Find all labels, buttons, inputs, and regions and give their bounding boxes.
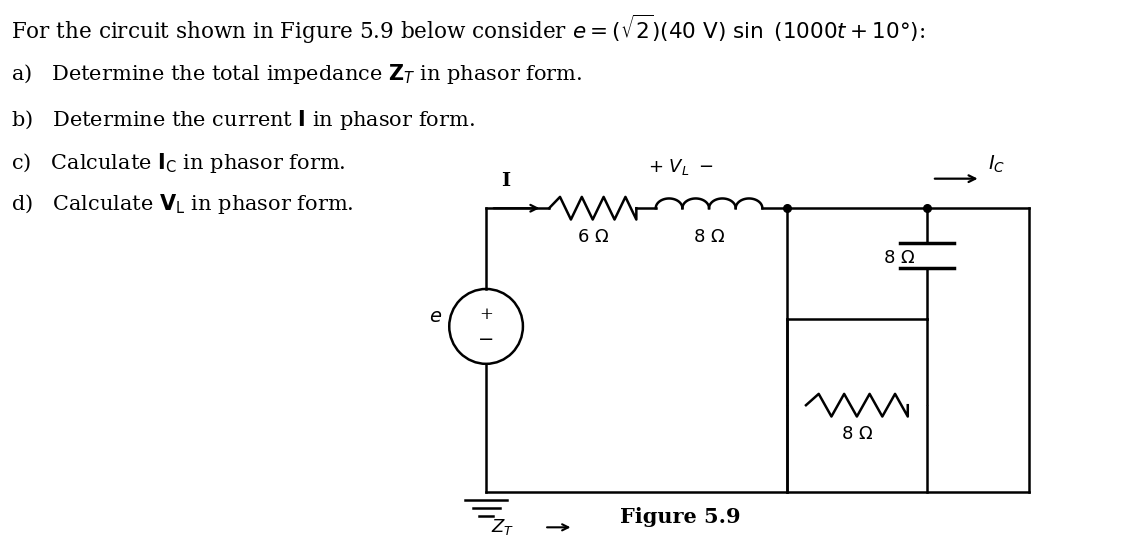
Text: $8\ \Omega$: $8\ \Omega$ xyxy=(883,249,915,267)
Text: $I_C$: $I_C$ xyxy=(988,153,1006,175)
Text: $8\ \Omega$: $8\ \Omega$ xyxy=(693,228,726,246)
Text: d)   Calculate $\mathbf{V}_\mathrm{L}$ in phasor form.: d) Calculate $\mathbf{V}_\mathrm{L}$ in … xyxy=(11,192,354,217)
Text: a)   Determine the total impedance $\mathbf{Z}_T$ in phasor form.: a) Determine the total impedance $\mathb… xyxy=(11,63,582,86)
Text: +: + xyxy=(479,306,492,323)
Text: $e$: $e$ xyxy=(429,308,442,326)
Text: For the circuit shown in Figure 5.9 below consider $e = (\sqrt{2})(40\ \mathrm{V: For the circuit shown in Figure 5.9 belo… xyxy=(11,13,925,46)
Text: b)   Determine the current $\mathbf{I}$ in phasor form.: b) Determine the current $\mathbf{I}$ in… xyxy=(11,108,475,132)
Text: Figure 5.9: Figure 5.9 xyxy=(620,507,740,528)
Text: $6\ \Omega$: $6\ \Omega$ xyxy=(576,228,608,246)
Text: I: I xyxy=(501,172,510,191)
Text: $Z_T$: $Z_T$ xyxy=(491,517,514,537)
Text: $+ \ V_L \ -$: $+ \ V_L \ -$ xyxy=(647,157,713,177)
Text: c)   Calculate $\mathbf{I}_\mathrm{C}$ in phasor form.: c) Calculate $\mathbf{I}_\mathrm{C}$ in … xyxy=(11,151,346,175)
Text: $8\ \Omega$: $8\ \Omega$ xyxy=(840,425,872,443)
Text: −: − xyxy=(478,331,495,349)
